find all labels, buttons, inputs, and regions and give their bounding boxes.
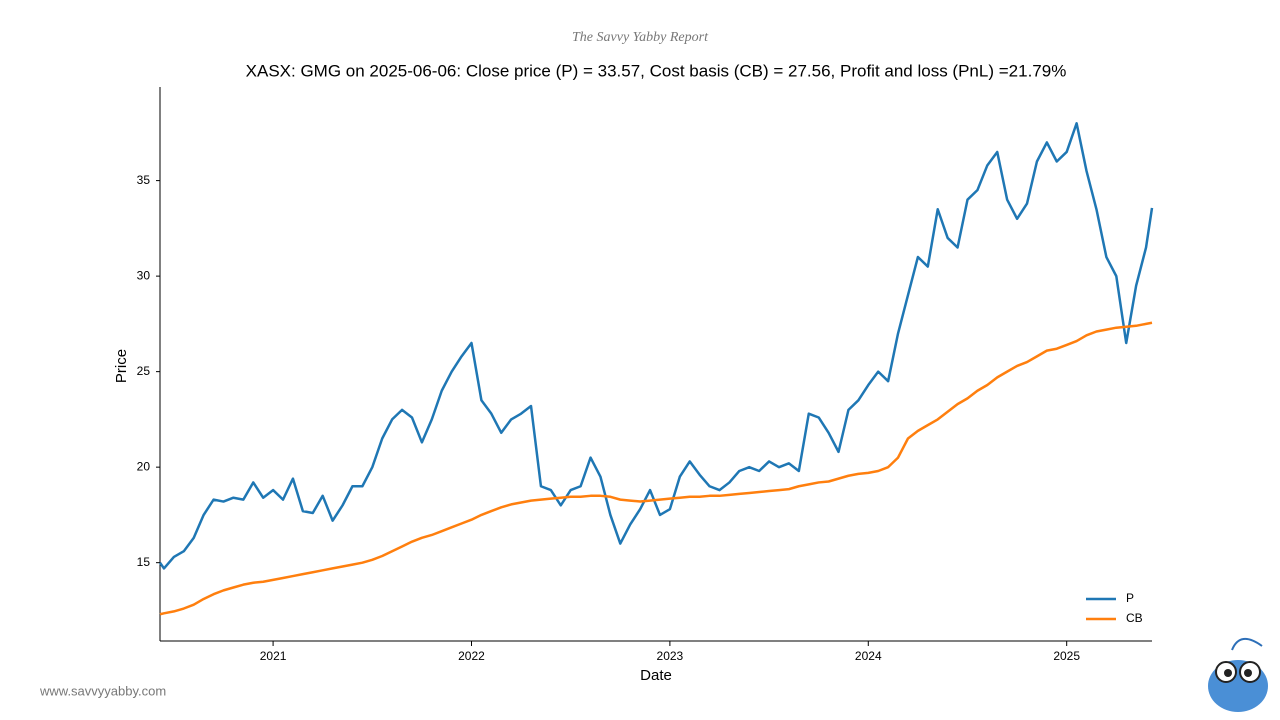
x-tick-label: 2023 xyxy=(657,649,684,663)
x-tick-label: 2025 xyxy=(1053,649,1080,663)
line-series xyxy=(159,321,1153,616)
footer-url: www.savvyyabby.com xyxy=(39,683,166,698)
y-axis-label: Price xyxy=(113,349,130,383)
x-tick-label: 2022 xyxy=(458,649,485,663)
y-tick-label: 30 xyxy=(137,268,151,282)
legend-label: P xyxy=(1126,591,1134,605)
legend-label: CB xyxy=(1126,611,1143,625)
x-tick-label: 2021 xyxy=(260,649,287,663)
y-tick-label: 25 xyxy=(137,364,151,378)
x-axis-label: Date xyxy=(640,667,672,684)
chart-subtitle: The Savvy Yabby Report xyxy=(572,30,709,45)
y-tick-label: 35 xyxy=(137,173,151,187)
y-tick-label: 15 xyxy=(137,555,151,569)
x-tick-label: 2024 xyxy=(855,649,882,663)
logo xyxy=(1208,638,1268,712)
y-tick-label: 20 xyxy=(137,459,151,473)
line-series xyxy=(158,122,1154,570)
chart-title: XASX: GMG on 2025-06-06: Close price (P)… xyxy=(246,61,1067,80)
